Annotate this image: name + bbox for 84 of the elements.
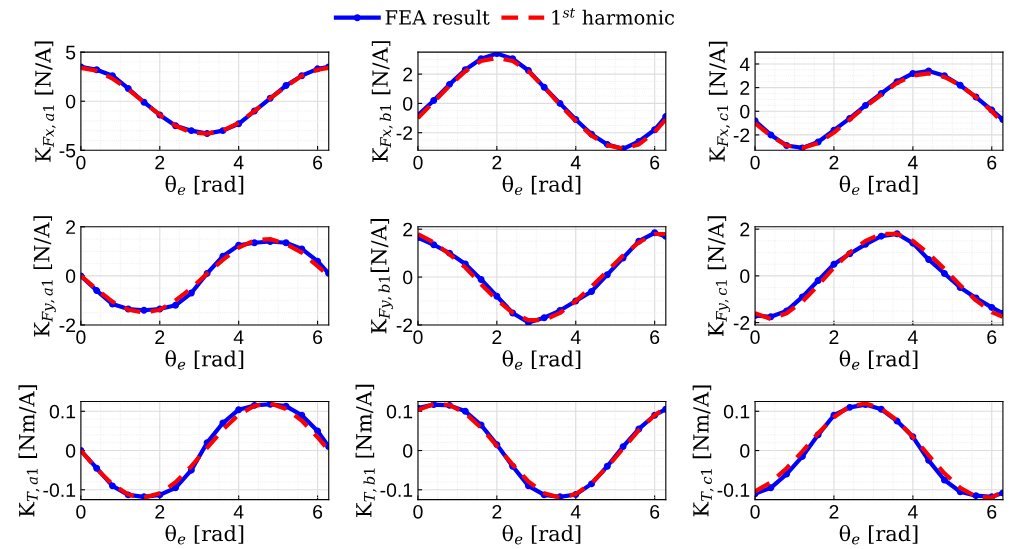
y-tick-label: 2 [403, 222, 413, 237]
x-axis-title: θ$_{e}$ [rad] [165, 524, 244, 545]
x-tick-label: 6 [650, 504, 660, 519]
y-tick-label: 0 [65, 444, 76, 458]
x-tick-label: 2 [829, 155, 839, 170]
y-tick-label: 5 [65, 45, 76, 60]
y-axis-title: K$_{T,a1}$ [Nm/A] [18, 385, 40, 517]
y-axis-title: K$_{Fy,a1}$ [N/A] [33, 216, 56, 337]
x-tick-label: 4 [907, 155, 918, 170]
x-tick-label: 6 [987, 155, 997, 170]
x-tick-label: 2 [829, 504, 839, 519]
y-tick-label: 0 [740, 269, 750, 284]
y-axis-title: K$_{Fx,a1}$ [N/A] [34, 41, 56, 162]
y-tick-label: 0 [740, 444, 750, 458]
x-axis-title: θ$_{e}$ [rad] [165, 350, 244, 370]
x-tick-label: 4 [233, 505, 244, 519]
x-tick-label: 2 [155, 330, 165, 344]
y-tick-label: -2 [396, 318, 413, 332]
y-tick-label: 0 [403, 96, 413, 111]
y-tick-label: 2 [740, 81, 750, 95]
x-tick-label: 2 [829, 330, 839, 344]
x-tick-label: 4 [570, 505, 581, 519]
y-axis-title: K$_{Fx,c1}$ [N/A] [708, 41, 730, 162]
x-tick-label: 6 [650, 155, 660, 170]
y-tick-label: 0.1 [723, 404, 750, 419]
y-tick-label: -0.1 [43, 483, 76, 498]
y-tick-label: 0 [403, 444, 413, 458]
x-tick-label: 2 [492, 155, 502, 170]
x-tick-label: 0 [750, 330, 760, 345]
x-axis-title: θ$_{e}$ [rad] [502, 524, 581, 545]
x-axis-title: θ$_{e}$ [rad] [839, 524, 918, 545]
y-tick-label: 0 [403, 270, 413, 285]
x-tick-label: 6 [313, 330, 323, 345]
x-axis-title: θ$_{e}$ [rad] [502, 175, 581, 196]
y-tick-label: 0.1 [386, 404, 413, 419]
x-tick-label: 4 [233, 155, 244, 170]
x-tick-label: 6 [313, 155, 323, 170]
y-axis-title: K$_{T,b1}$ [Nm/A] [355, 384, 377, 517]
x-axis-title: θ$_{e}$ [rad] [502, 350, 581, 370]
x-tick-label: 0 [76, 504, 86, 519]
x-axis-title: θ$_{e}$ [rad] [839, 350, 918, 370]
y-tick-label: -2 [733, 316, 750, 330]
x-tick-label: 4 [570, 155, 581, 170]
x-tick-label: 2 [492, 330, 502, 344]
x-tick-label: 2 [492, 504, 502, 519]
x-tick-label: 0 [750, 155, 760, 170]
y-axis-title: K$_{Fy,c1}$ [N/A] [707, 216, 730, 337]
x-tick-label: 6 [313, 504, 323, 519]
y-tick-label: -0.1 [717, 483, 750, 498]
y-tick-label: 2 [66, 220, 76, 234]
legend-label: 1$^{st}$ harmonic [552, 8, 675, 25]
legend-label: FEA result [385, 9, 490, 25]
x-tick-label: 2 [155, 155, 165, 170]
x-tick-label: 0 [413, 155, 423, 170]
y-tick-label: -2 [733, 128, 750, 142]
y-axis-title: K$_{Fy,b1}$[N/A] [370, 219, 393, 334]
x-tick-label: 4 [907, 505, 918, 519]
y-tick-label: 4 [739, 57, 750, 72]
y-tick-label: 0 [65, 94, 76, 109]
x-tick-label: 0 [76, 155, 86, 170]
y-tick-label: 2 [403, 67, 413, 82]
x-tick-label: 0 [413, 504, 423, 519]
x-axis-title: θ$_{e}$ [rad] [165, 175, 244, 196]
x-tick-label: 6 [987, 330, 997, 345]
x-tick-label: 4 [570, 330, 581, 344]
y-tick-label: -5 [59, 143, 76, 158]
y-tick-label: 0 [740, 104, 750, 119]
y-tick-label: -0.1 [380, 483, 413, 498]
y-tick-label: 0.1 [49, 404, 76, 419]
y-tick-label: -2 [59, 318, 76, 332]
x-tick-label: 0 [413, 330, 423, 345]
y-tick-label: 0 [65, 269, 76, 284]
x-tick-label: 0 [76, 330, 86, 345]
y-axis-title: K$_{T,c1}$ [Nm/A] [692, 385, 714, 517]
x-tick-label: 2 [155, 504, 165, 519]
x-tick-label: 0 [750, 504, 760, 519]
y-tick-label: -2 [396, 126, 413, 140]
x-axis-title: θ$_{e}$ [rad] [839, 175, 918, 196]
y-axis-title: K$_{Fx,b1}$ [N/A] [371, 41, 393, 163]
x-tick-label: 6 [987, 504, 997, 519]
y-tick-label: 2 [740, 222, 750, 237]
x-tick-label: 6 [650, 330, 660, 345]
x-tick-label: 4 [233, 330, 244, 344]
x-tick-label: 4 [907, 330, 918, 344]
